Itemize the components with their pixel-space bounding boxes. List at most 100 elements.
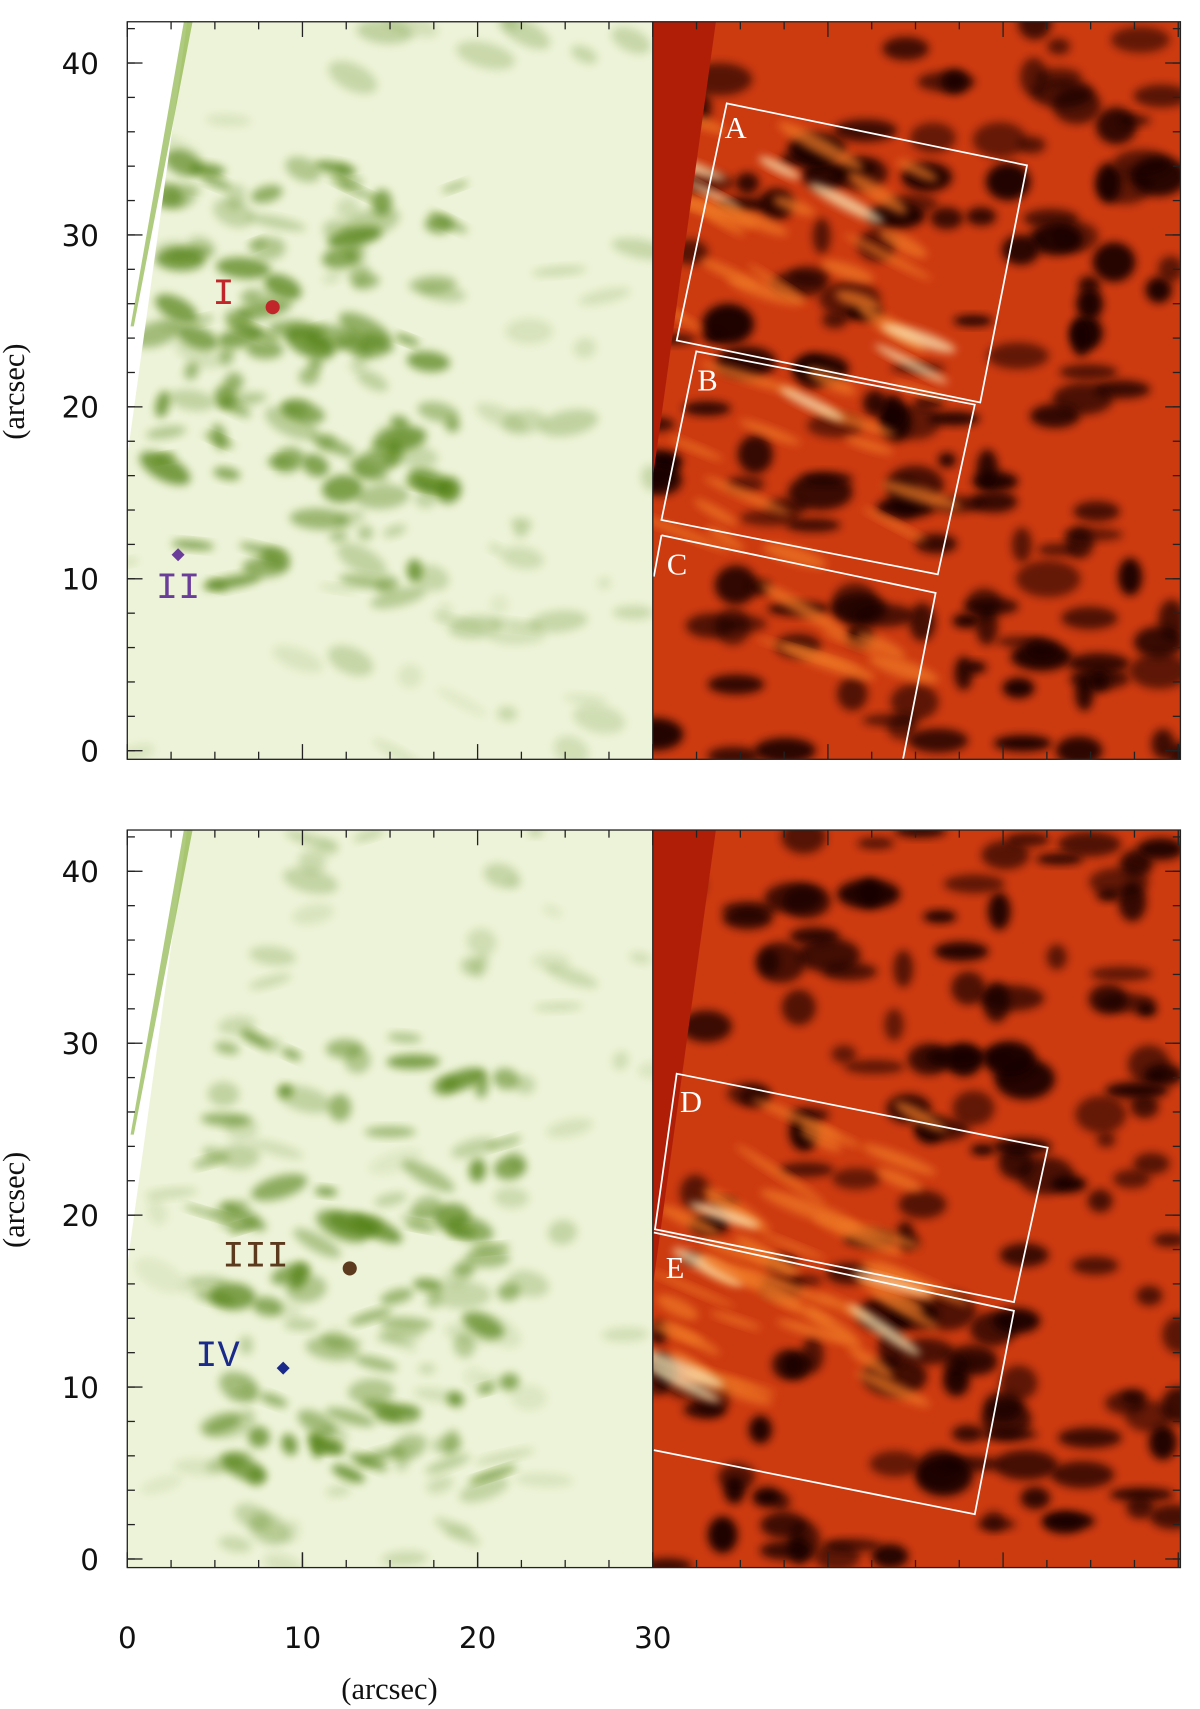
image-texture	[884, 1008, 904, 1041]
panel-frame	[126, 829, 1182, 1569]
image-texture	[326, 1212, 379, 1237]
image-texture	[283, 867, 338, 895]
image-texture	[352, 274, 380, 290]
y-tick-label: 0	[80, 1543, 99, 1577]
image-texture	[400, 1206, 450, 1222]
image-texture	[748, 1415, 772, 1444]
image-texture	[908, 728, 969, 753]
image-texture	[171, 540, 215, 550]
panel-frame	[126, 21, 1182, 760]
image-texture	[325, 1407, 375, 1427]
image-texture	[876, 1168, 923, 1192]
image-texture	[652, 1558, 693, 1568]
image-texture	[1096, 1132, 1116, 1148]
image-texture	[972, 122, 1027, 158]
image-texture	[601, 1327, 649, 1342]
image-texture	[1136, 1285, 1163, 1306]
marker	[265, 300, 280, 315]
image-texture	[844, 233, 932, 281]
image-texture	[372, 739, 421, 760]
image-texture	[252, 237, 286, 261]
image-texture	[374, 1406, 401, 1424]
image-texture	[240, 1029, 270, 1048]
image-texture	[707, 1516, 738, 1554]
image-texture	[799, 1127, 843, 1152]
image-texture	[758, 156, 801, 180]
limb-edge	[130, 21, 193, 327]
image-texture	[942, 1352, 969, 1377]
image-texture	[597, 577, 612, 590]
image-texture	[854, 604, 915, 627]
marker-label: I	[212, 274, 234, 316]
image-texture	[418, 1363, 436, 1375]
image-background	[127, 21, 653, 760]
image-texture	[570, 45, 598, 64]
image-texture	[894, 830, 947, 838]
image-texture	[1029, 222, 1084, 256]
image-texture	[831, 1045, 857, 1064]
image-texture	[951, 971, 986, 1006]
image-texture	[285, 326, 335, 360]
image-texture	[652, 718, 684, 751]
image-texture	[1162, 1315, 1181, 1354]
image-texture	[246, 340, 284, 359]
image-texture	[710, 1311, 762, 1330]
image-texture	[844, 1059, 905, 1074]
image-texture	[220, 1453, 267, 1483]
image-texture	[844, 436, 894, 455]
image-texture	[1113, 1169, 1151, 1189]
image-texture	[760, 1189, 861, 1230]
image-texture	[329, 531, 348, 542]
image-texture	[475, 1073, 489, 1099]
image-texture	[489, 619, 544, 631]
image-texture	[707, 746, 760, 760]
image-texture	[272, 645, 324, 673]
image-texture	[338, 312, 393, 347]
image-texture	[1055, 736, 1103, 760]
image-texture	[668, 436, 724, 461]
image-texture	[1061, 606, 1118, 630]
overlay-layer: A B C D E 010203040(arcsec)I#c0262acircl…	[0, 21, 1182, 1706]
image-texture	[656, 1294, 699, 1320]
region-box	[675, 102, 1029, 404]
image-texture	[699, 361, 799, 395]
image-texture	[740, 509, 802, 526]
image-texture	[545, 964, 598, 989]
image-texture	[1133, 1152, 1170, 1175]
image-texture	[489, 595, 509, 615]
image-texture	[786, 518, 841, 532]
image-texture	[1071, 1256, 1119, 1275]
image-texture	[248, 1426, 270, 1448]
green-image	[127, 830, 653, 1568]
image-texture	[413, 1278, 443, 1292]
image-texture	[1143, 1064, 1181, 1086]
image-texture	[861, 1143, 937, 1175]
image-texture	[835, 290, 880, 310]
image-texture	[209, 1282, 256, 1311]
image-texture	[821, 259, 875, 283]
red-image	[652, 21, 1181, 760]
image-texture	[469, 1465, 517, 1483]
image-texture	[200, 1113, 251, 1127]
image-texture	[707, 674, 765, 695]
y-tick-label: 10	[62, 1371, 99, 1405]
marker	[171, 548, 185, 562]
image-texture	[328, 60, 378, 94]
image-texture	[497, 706, 518, 722]
image-texture	[680, 1174, 711, 1211]
region-box	[660, 350, 976, 576]
image-texture	[658, 1205, 720, 1236]
image-texture	[758, 188, 795, 220]
image-texture	[327, 226, 382, 249]
image-texture	[881, 481, 962, 510]
image-texture	[431, 1435, 463, 1454]
image-texture	[239, 1335, 254, 1355]
image-texture	[871, 1543, 909, 1568]
image-texture	[777, 121, 864, 171]
image-texture	[513, 525, 528, 539]
y-tick-label: 30	[62, 219, 99, 253]
image-texture	[265, 406, 319, 440]
image-texture	[1105, 1082, 1169, 1099]
image-texture	[281, 1433, 298, 1456]
image-layer	[127, 21, 1181, 1568]
